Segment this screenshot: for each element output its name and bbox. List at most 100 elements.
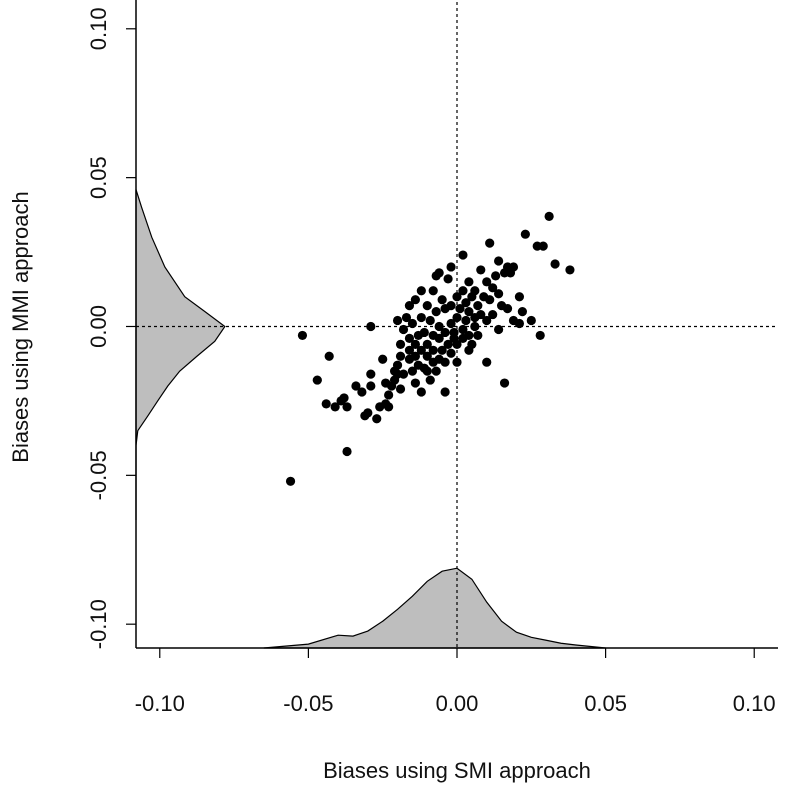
point xyxy=(446,262,456,272)
point xyxy=(440,387,450,397)
point xyxy=(476,309,486,320)
point xyxy=(443,339,453,349)
point xyxy=(384,402,394,412)
point xyxy=(395,339,406,349)
x-density xyxy=(263,567,606,649)
point xyxy=(458,250,468,260)
y-axis-label: Biases using MMI approach xyxy=(8,191,33,462)
point xyxy=(416,345,426,355)
point xyxy=(499,378,510,388)
point xyxy=(476,265,486,275)
point xyxy=(384,390,394,400)
point xyxy=(443,274,453,284)
x-tick-label: 0.05 xyxy=(584,691,627,716)
point xyxy=(446,318,456,329)
point xyxy=(324,351,334,361)
point xyxy=(494,324,504,335)
point xyxy=(473,301,483,311)
point xyxy=(482,277,492,287)
point xyxy=(538,241,548,251)
point xyxy=(366,381,376,391)
point xyxy=(473,330,483,341)
point xyxy=(410,339,420,349)
point xyxy=(378,354,388,364)
point xyxy=(488,283,498,293)
point xyxy=(437,295,447,305)
point xyxy=(514,318,525,329)
point xyxy=(434,268,444,278)
point xyxy=(398,324,409,335)
point xyxy=(446,301,456,311)
point xyxy=(458,286,468,296)
point xyxy=(494,256,504,266)
point xyxy=(431,307,441,317)
point xyxy=(389,366,400,376)
point xyxy=(330,402,340,412)
point xyxy=(488,309,498,320)
point xyxy=(508,262,519,272)
point xyxy=(437,345,447,355)
point xyxy=(440,327,450,338)
point xyxy=(514,292,525,302)
point xyxy=(452,357,462,367)
point xyxy=(458,324,468,335)
point xyxy=(297,330,308,341)
x-tick-label: -0.05 xyxy=(283,691,333,716)
point xyxy=(535,330,545,341)
point xyxy=(428,345,438,355)
point xyxy=(428,286,438,296)
point xyxy=(381,378,391,388)
point xyxy=(395,351,406,361)
point xyxy=(422,366,432,376)
point xyxy=(285,476,296,486)
point xyxy=(517,307,527,317)
point xyxy=(464,330,474,341)
point xyxy=(482,315,492,326)
point xyxy=(395,384,406,394)
point xyxy=(351,381,361,391)
point xyxy=(434,321,444,332)
point xyxy=(416,286,426,296)
point xyxy=(422,301,432,311)
point xyxy=(392,315,403,326)
point xyxy=(407,318,418,329)
point xyxy=(470,321,480,332)
point xyxy=(464,277,474,287)
point xyxy=(461,298,471,308)
y-density xyxy=(135,189,226,520)
point xyxy=(410,351,420,361)
point xyxy=(431,366,441,376)
point xyxy=(502,304,513,314)
point xyxy=(425,315,435,326)
point xyxy=(452,312,462,323)
point xyxy=(416,387,426,397)
point xyxy=(467,339,477,349)
point xyxy=(446,348,456,358)
point xyxy=(485,295,495,305)
point xyxy=(526,315,536,326)
x-tick-label: 0.10 xyxy=(733,691,776,716)
point xyxy=(419,327,429,338)
point xyxy=(434,333,444,343)
point xyxy=(342,446,352,457)
point xyxy=(410,295,420,305)
point xyxy=(401,312,412,323)
point xyxy=(360,411,370,421)
point xyxy=(425,375,435,385)
point xyxy=(485,238,495,248)
y-tick-label: 0.10 xyxy=(86,7,111,50)
point xyxy=(461,315,471,326)
point xyxy=(422,351,432,361)
point xyxy=(366,321,376,332)
point xyxy=(455,304,465,314)
x-tick-label: -0.10 xyxy=(135,691,185,716)
point xyxy=(452,339,462,349)
point xyxy=(416,312,426,323)
point xyxy=(404,333,415,343)
point xyxy=(470,286,480,296)
y-tick-label: 0.00 xyxy=(86,305,111,348)
point xyxy=(342,402,352,412)
point xyxy=(357,387,367,397)
point xyxy=(375,402,385,412)
point xyxy=(404,301,415,311)
